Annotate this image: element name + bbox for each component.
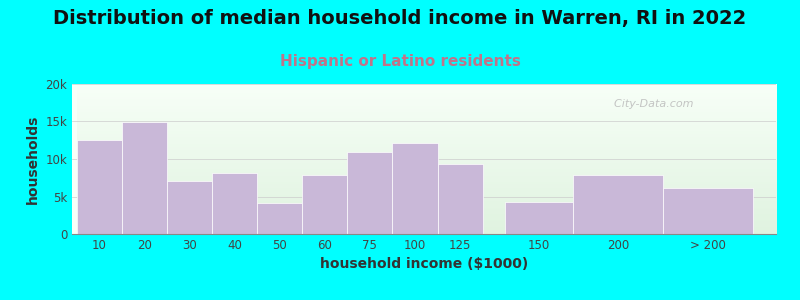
Bar (77, 140, 122, 234)
Bar (166, 181, 212, 234)
Bar (257, 203, 302, 234)
Bar (347, 152, 393, 234)
Bar (393, 142, 438, 234)
Y-axis label: households: households (26, 114, 40, 204)
Text: City-Data.com: City-Data.com (607, 99, 694, 109)
Bar (663, 188, 754, 234)
Text: Distribution of median household income in Warren, RI in 2022: Distribution of median household income … (54, 9, 746, 28)
Bar (573, 175, 663, 234)
Bar (302, 175, 347, 234)
Bar (212, 173, 257, 234)
X-axis label: household income ($1000): household income ($1000) (320, 257, 528, 272)
Text: Hispanic or Latino residents: Hispanic or Latino residents (279, 54, 521, 69)
Bar (122, 122, 166, 234)
Bar (438, 164, 482, 234)
Bar (506, 202, 573, 234)
